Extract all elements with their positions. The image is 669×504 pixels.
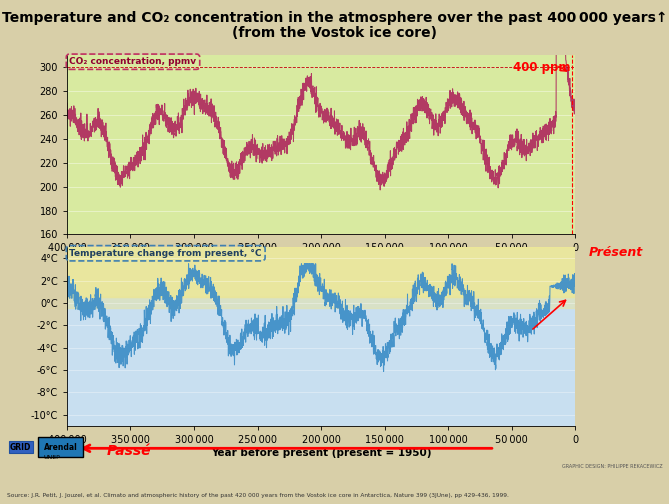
- Text: Passé: Passé: [107, 444, 152, 458]
- Text: Source: J.R. Petit, J. Jouzel, et al. Climato and atmospheric history of the pas: Source: J.R. Petit, J. Jouzel, et al. Cl…: [7, 493, 508, 498]
- Text: (from the Vostok ice core): (from the Vostok ice core): [232, 26, 437, 40]
- X-axis label: Year before present (present = 1950): Year before present (present = 1950): [211, 448, 432, 458]
- Bar: [67, 247, 575, 297]
- Bar: [67, 297, 575, 308]
- Text: UNEP: UNEP: [43, 455, 60, 460]
- Text: Temperature and CO₂ concentration in the atmosphere over the past 400 000 years↑: Temperature and CO₂ concentration in the…: [2, 11, 667, 25]
- Text: Arendal: Arendal: [43, 443, 77, 452]
- Text: Temperature change from present, °C: Temperature change from present, °C: [70, 249, 262, 258]
- Text: GRID: GRID: [10, 443, 31, 452]
- Text: 400 ppm: 400 ppm: [512, 61, 570, 74]
- Text: GRAPHIC DESIGN: PHILIPPE REKACEWICZ: GRAPHIC DESIGN: PHILIPPE REKACEWICZ: [562, 464, 662, 469]
- Text: Présent: Présent: [589, 245, 643, 259]
- Text: CO₂ concentration, ppmv: CO₂ concentration, ppmv: [70, 57, 197, 66]
- X-axis label: Year before present (present = 1950): Year before present (present = 1950): [211, 256, 432, 266]
